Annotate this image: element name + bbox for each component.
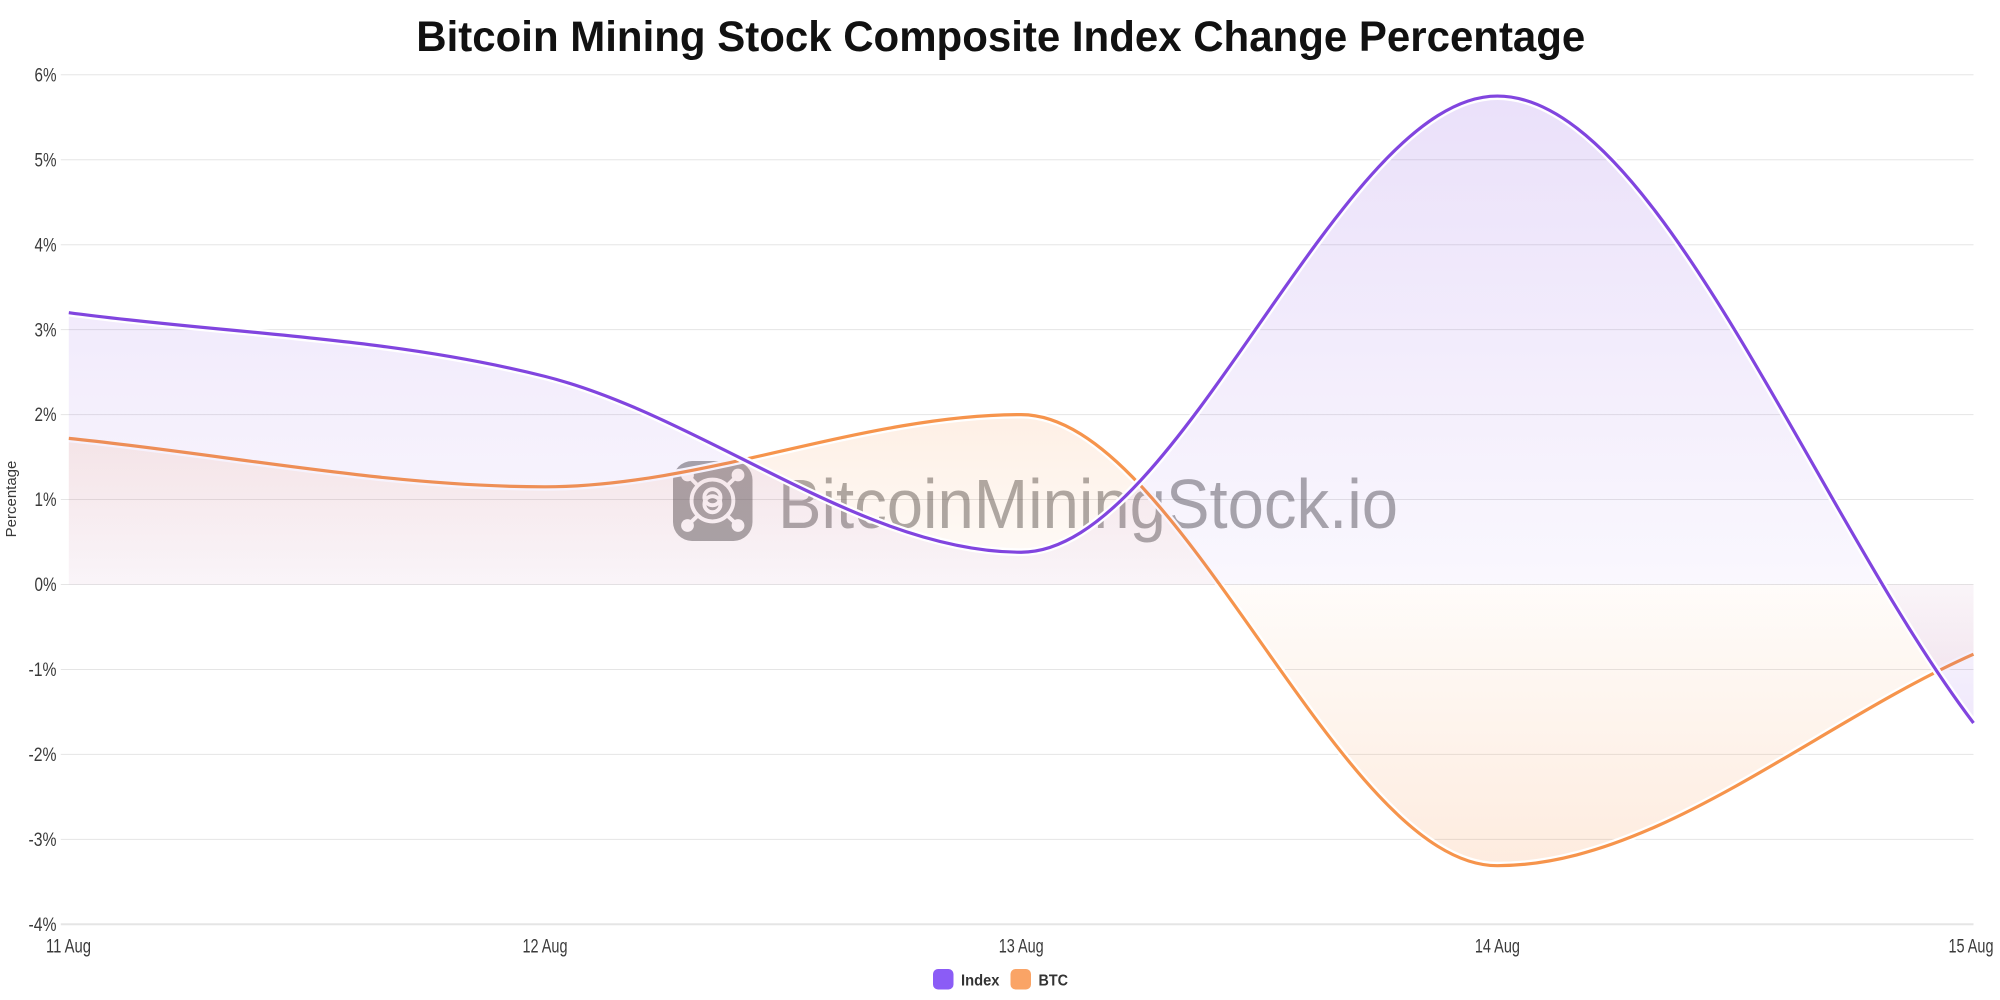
svg-text:1%: 1% — [35, 490, 57, 511]
svg-text:Index: Index — [961, 972, 1000, 989]
svg-text:14 Aug: 14 Aug — [1475, 937, 1520, 958]
svg-text:11 Aug: 11 Aug — [46, 937, 91, 958]
svg-text:5%: 5% — [35, 150, 57, 171]
svg-text:4%: 4% — [35, 235, 57, 256]
svg-text:12 Aug: 12 Aug — [523, 937, 568, 958]
svg-text:BTC: BTC — [1039, 972, 1069, 989]
svg-text:15 Aug: 15 Aug — [1949, 937, 1994, 958]
svg-text:Percentage: Percentage — [3, 461, 20, 538]
svg-text:0%: 0% — [35, 575, 57, 596]
svg-text:Bitcoin Mining Stock Composite: Bitcoin Mining Stock Composite Index Cha… — [416, 13, 1585, 61]
svg-text:-4%: -4% — [29, 915, 57, 936]
svg-text:2%: 2% — [35, 405, 57, 426]
svg-text:6%: 6% — [35, 65, 57, 86]
svg-text:13 Aug: 13 Aug — [999, 937, 1044, 958]
svg-text:-3%: -3% — [29, 830, 57, 851]
svg-text:-1%: -1% — [29, 660, 57, 681]
svg-text:3%: 3% — [35, 320, 57, 341]
svg-text:-2%: -2% — [29, 745, 57, 766]
